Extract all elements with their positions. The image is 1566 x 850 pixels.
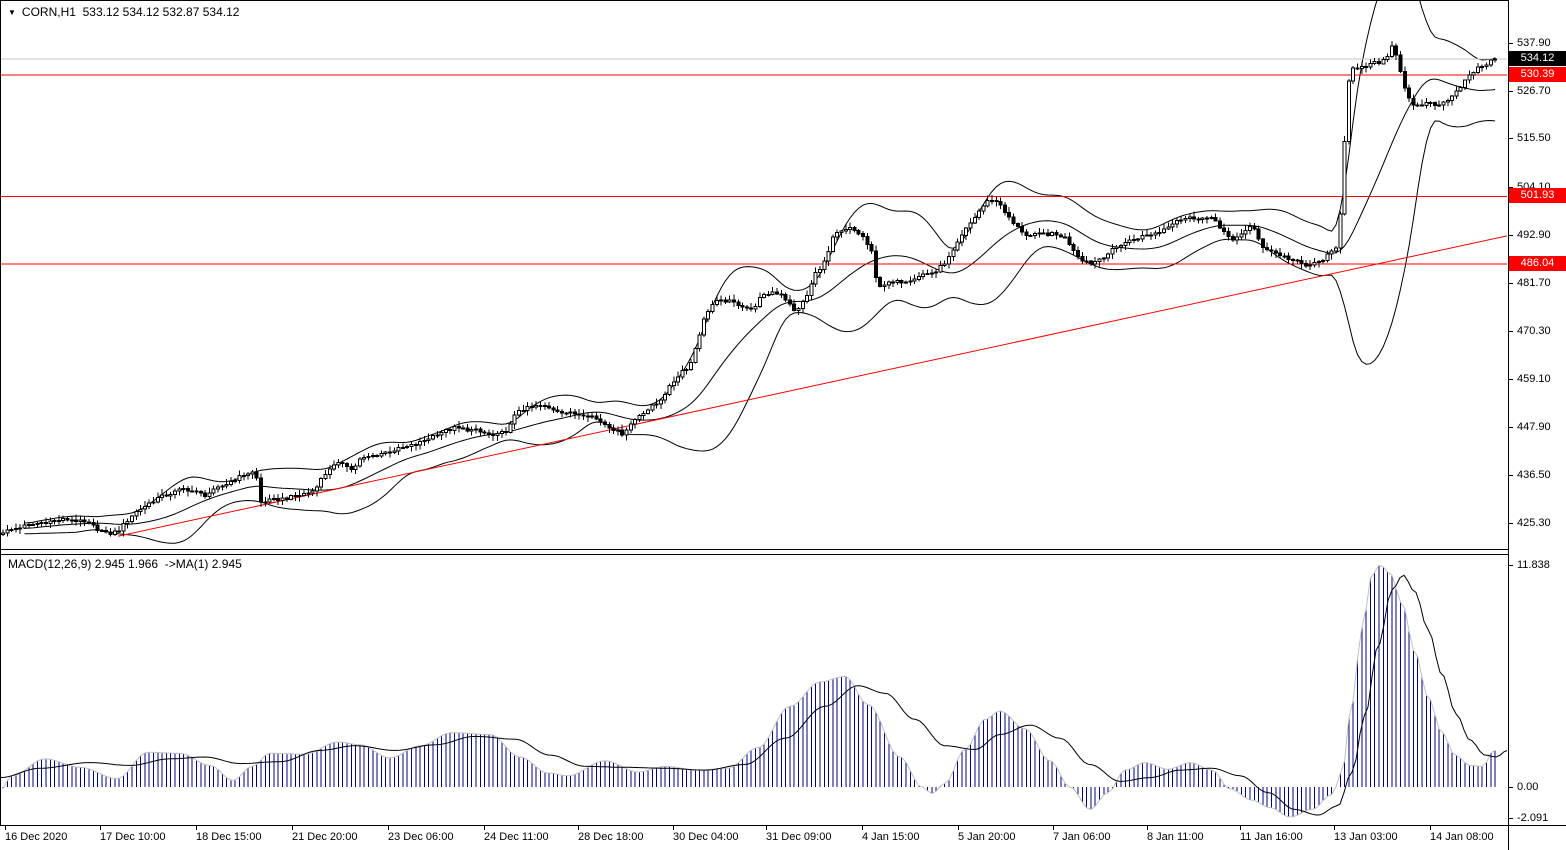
macd-tick-label: -2.091 — [1517, 812, 1549, 824]
price-tick — [1508, 138, 1513, 139]
panel-divider-top[interactable] — [0, 549, 1508, 550]
price-tick-label: 526.70 — [1517, 85, 1551, 97]
price-tick-label: 447.90 — [1517, 421, 1551, 433]
main-chart-panel[interactable] — [0, 0, 1508, 549]
macd-tick — [1508, 787, 1513, 788]
macd-ma1-line — [2, 564, 1496, 818]
time-tick-label: 24 Dec 11:00 — [484, 831, 549, 843]
time-tick-label: 23 Dec 06:00 — [388, 831, 454, 843]
price-tick-label: 436.50 — [1517, 469, 1551, 481]
time-tick-label: 30 Dec 04:00 — [673, 831, 739, 843]
price-tick-label: 470.30 — [1517, 325, 1551, 337]
price-badge-534.12: 534.12 — [1509, 51, 1566, 66]
price-tick-label: 537.90 — [1517, 37, 1551, 49]
price-tick-label: 515.50 — [1517, 132, 1551, 144]
time-tick — [1147, 826, 1148, 830]
price-tick — [1508, 235, 1513, 236]
time-tick-label: 28 Dec 18:00 — [578, 831, 644, 843]
price-tick — [1508, 187, 1513, 188]
bollinger-upper-band — [24, 1, 1496, 524]
price-tick-label: 459.10 — [1517, 373, 1551, 385]
price-badge-501.93: 501.93 — [1509, 188, 1566, 203]
trendline[interactable] — [117, 235, 1508, 537]
time-tick — [1334, 826, 1335, 830]
time-tick-label: 17 Dec 10:00 — [100, 831, 166, 843]
price-tick-label: 481.70 — [1517, 277, 1551, 289]
chart-title: ▼ CORN,H1 533.12 534.12 532.87 534.12 — [8, 5, 239, 19]
price-tick — [1508, 283, 1513, 284]
left-border — [0, 0, 1, 825]
time-tick-label: 13 Jan 03:00 — [1334, 831, 1398, 843]
time-tick-label: 21 Dec 20:00 — [292, 831, 358, 843]
candle-wicks — [2, 41, 1496, 537]
time-tick-label: 14 Jan 08:00 — [1430, 831, 1494, 843]
time-tick — [673, 826, 674, 830]
time-tick-label: 31 Dec 09:00 — [766, 831, 832, 843]
time-tick-label: 16 Dec 2020 — [5, 831, 68, 843]
macd-indicator-svg[interactable] — [0, 554, 1508, 825]
price-tick — [1508, 331, 1513, 332]
panel-divider-bottom[interactable] — [0, 554, 1508, 555]
macd-panel[interactable] — [0, 554, 1508, 825]
price-tick — [1508, 475, 1513, 476]
price-badge-530.39: 530.39 — [1509, 67, 1566, 82]
axis-separator — [1508, 0, 1509, 850]
macd-indicator-label: MACD(12,26,9) 2.945 1.966 ->MA(1) 2.945 — [8, 557, 242, 571]
time-tick — [862, 826, 863, 830]
price-tick — [1508, 91, 1513, 92]
time-tick — [484, 826, 485, 830]
macd-signal-line — [1, 574, 1507, 816]
macd-histogram — [2, 565, 1496, 817]
time-tick — [292, 826, 293, 830]
time-tick-label: 4 Jan 15:00 — [862, 831, 920, 843]
macd-tick — [1508, 818, 1513, 819]
time-tick-label: 7 Jan 06:00 — [1053, 831, 1111, 843]
time-tick-label: 11 Jan 16:00 — [1240, 831, 1303, 843]
top-border — [0, 0, 1508, 1]
time-tick — [766, 826, 767, 830]
time-tick — [578, 826, 579, 830]
time-tick — [958, 826, 959, 830]
time-tick-label: 8 Jan 11:00 — [1147, 831, 1204, 843]
macd-tick-label: 0.00 — [1517, 781, 1539, 793]
time-tick — [1053, 826, 1054, 830]
price-tick — [1508, 523, 1513, 524]
price-tick — [1508, 427, 1513, 428]
price-tick — [1508, 379, 1513, 380]
ohlc-values: 533.12 534.12 532.87 534.12 — [82, 5, 240, 19]
price-tick-label: 492.90 — [1517, 229, 1551, 241]
macd-tick-label: 11.838 — [1517, 559, 1550, 571]
time-tick — [1240, 826, 1241, 830]
price-tick — [1508, 43, 1513, 44]
time-axis-border — [0, 825, 1566, 826]
time-tick-label: 5 Jan 20:00 — [958, 831, 1016, 843]
time-tick-label: 18 Dec 15:00 — [196, 831, 262, 843]
time-tick — [1430, 826, 1431, 830]
price-badge-486.04: 486.04 — [1509, 256, 1566, 271]
time-tick — [196, 826, 197, 830]
price-chart-svg[interactable] — [0, 0, 1508, 549]
time-tick — [100, 826, 101, 830]
time-tick — [5, 826, 6, 830]
candle-bodies — [1, 45, 1498, 536]
macd-tick — [1508, 565, 1513, 566]
bollinger-lower-band — [24, 119, 1496, 544]
price-tick-label: 425.30 — [1517, 517, 1551, 529]
symbol-timeframe-label: CORN,H1 — [21, 5, 76, 19]
time-tick — [388, 826, 389, 830]
symbol-dropdown-icon: ▼ — [8, 8, 16, 17]
